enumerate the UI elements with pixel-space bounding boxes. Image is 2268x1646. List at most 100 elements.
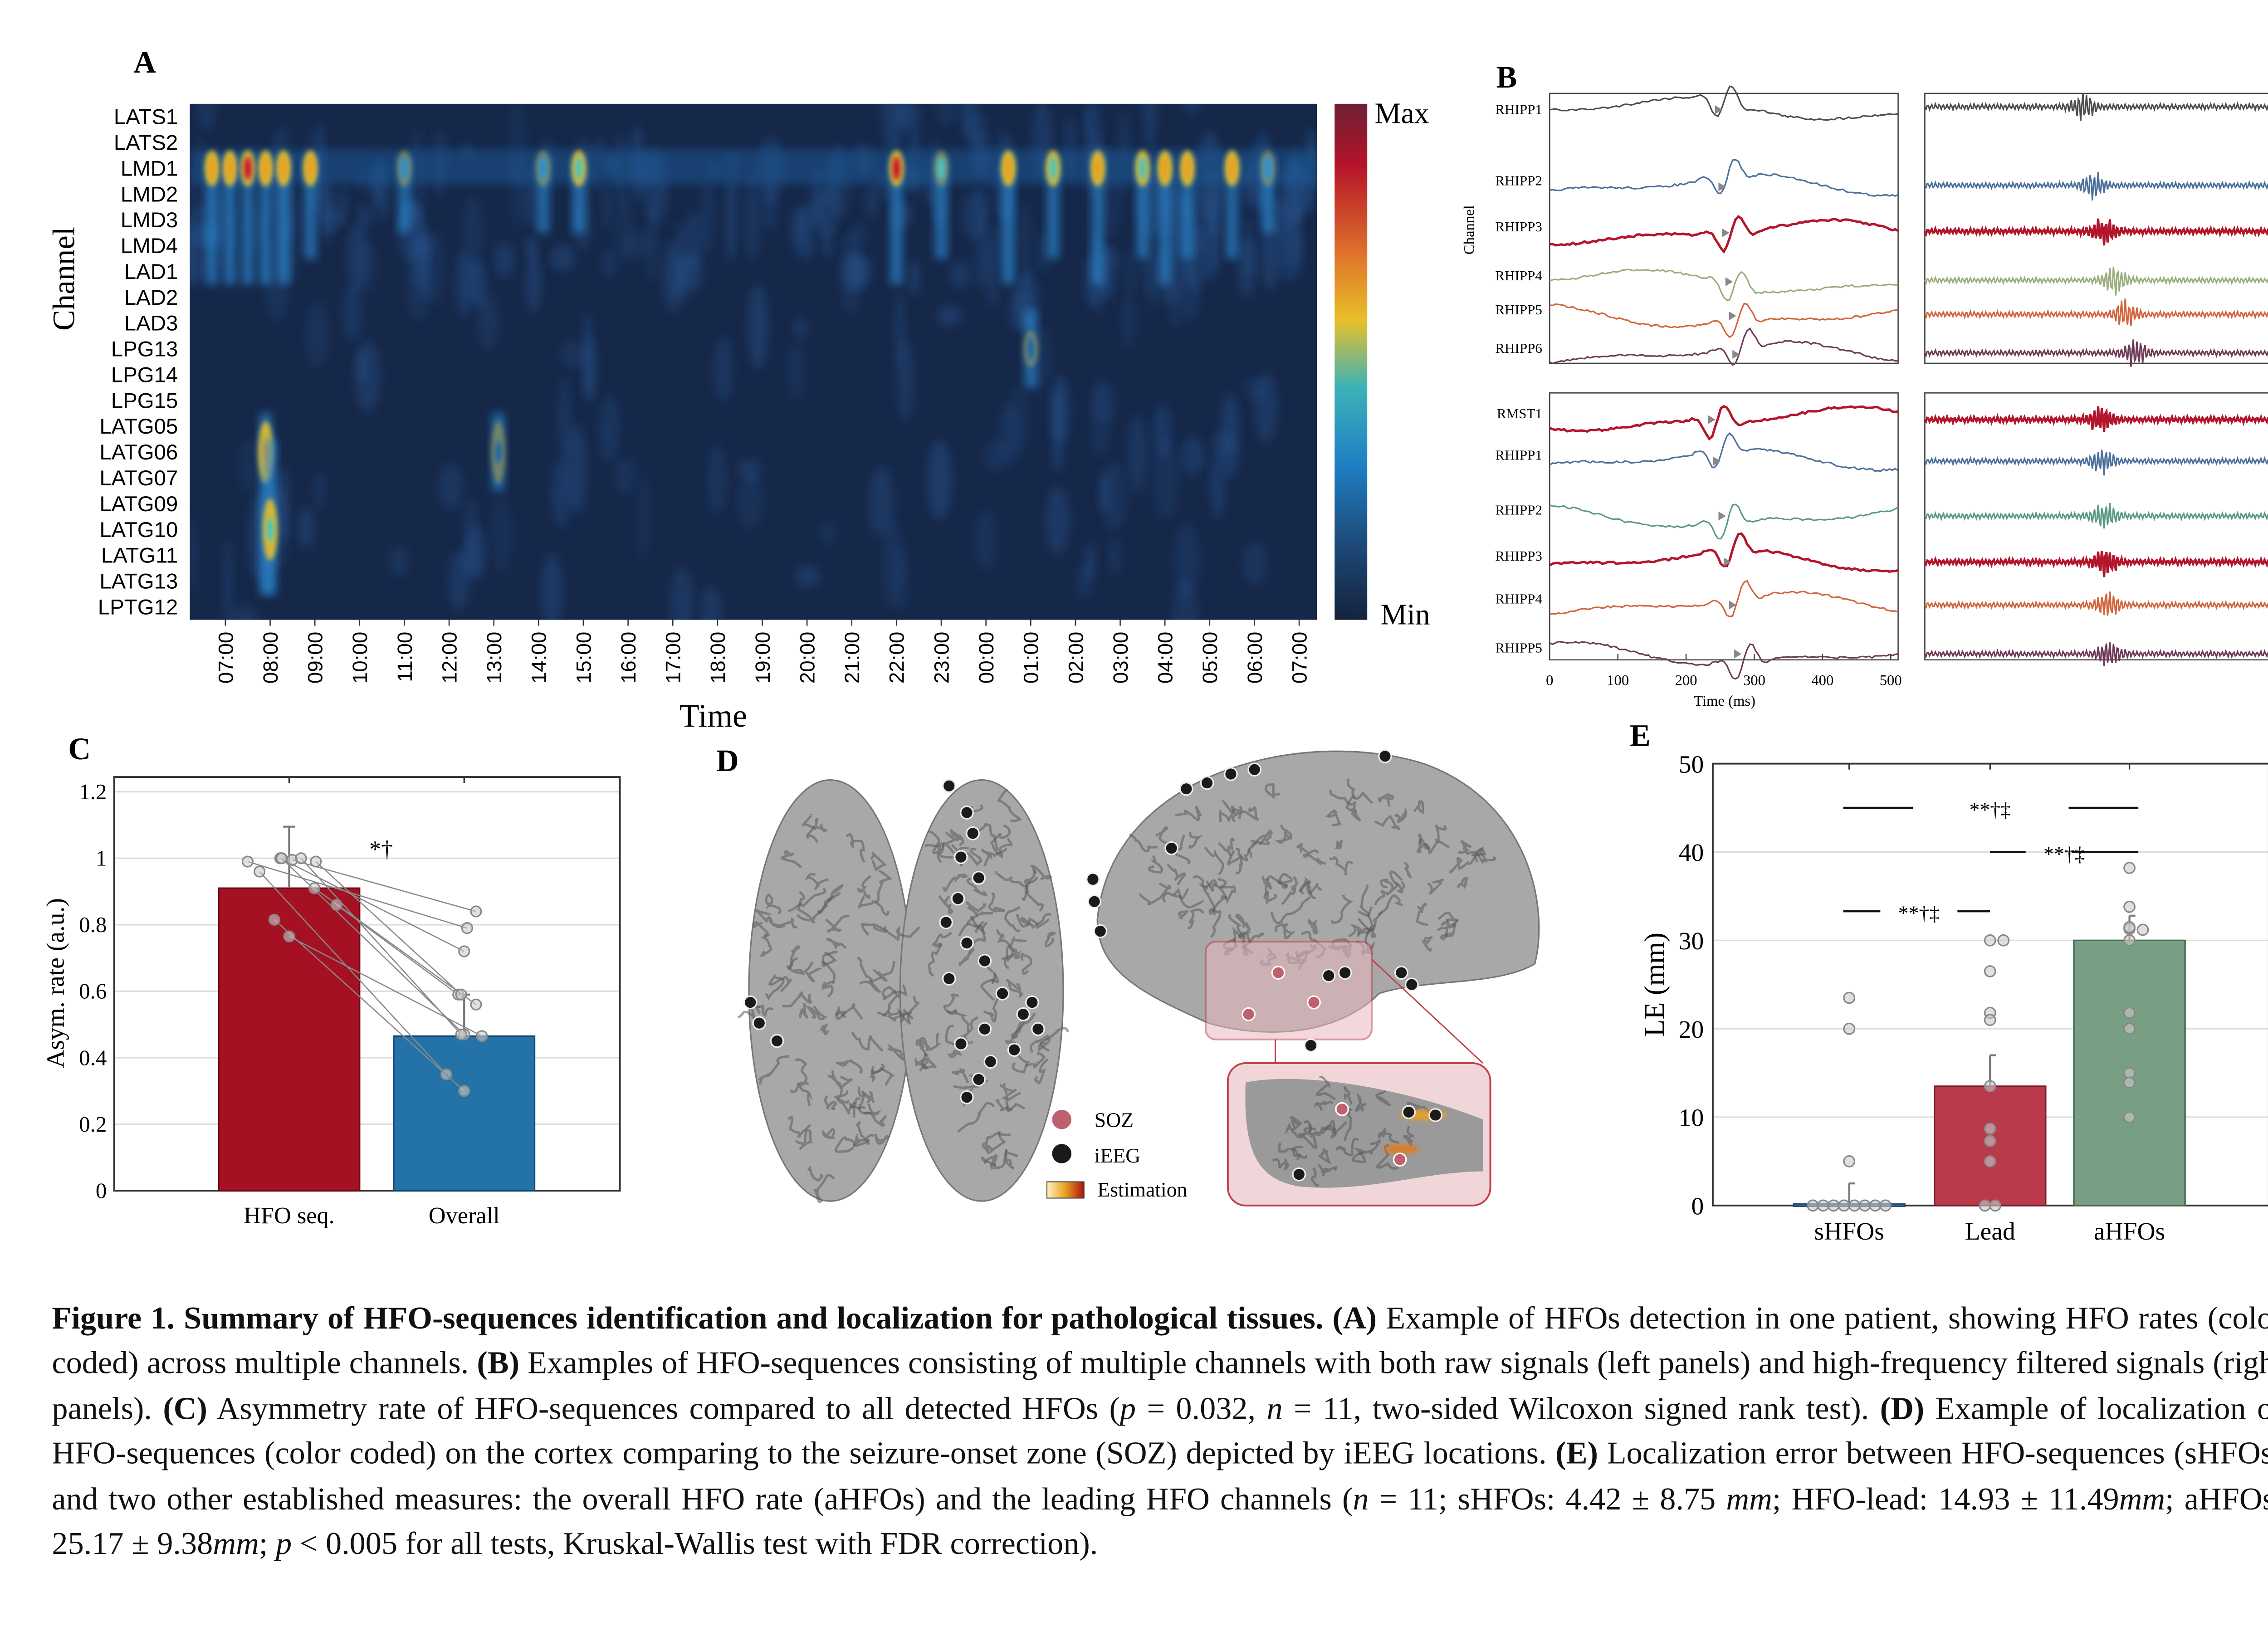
ieeg-electrode [1428,1108,1442,1122]
data-point [458,1085,470,1097]
heatmap-texture [1051,374,1070,444]
heatmap-texture [725,172,738,261]
heatmap-hotspot-core [494,440,502,464]
trace-panel-frame [1924,392,2268,661]
heatmap-hotspot-core [1094,156,1102,180]
gyrus-texture [1315,1075,1336,1100]
gyrus-texture [1261,875,1288,889]
soz-electrode [1393,1153,1407,1167]
gyrus-texture [947,1009,970,1032]
gyrus-texture [951,1068,969,1084]
category-label: Lead [1965,1217,2015,1245]
gyrus-texture [819,1023,831,1035]
heatmap-texture [1076,565,1093,598]
filtered-trace [1924,298,2268,326]
paired-line [288,936,483,1037]
gyrus-texture [759,933,772,957]
gyrus-texture [851,1031,884,1052]
gyrus-texture [825,914,850,933]
data-point [1879,1199,1892,1212]
channel-label: LAD3 [124,312,178,336]
filtered-trace [1924,503,2268,529]
brain-right-hemisphere [899,779,1064,1202]
gyrus-texture [1204,846,1224,875]
ieeg-electrode [1338,966,1352,980]
heatmap-texture [438,464,463,510]
heatmap-texture [1122,249,1138,295]
ieeg-electrode [743,995,758,1010]
heatmap-hotspot-core [226,156,234,180]
event-marker-icon [1718,511,1726,521]
gyrus-texture [988,892,1006,913]
gyrus-texture [787,1116,811,1138]
gyrus-texture [881,986,900,1017]
gyrus-texture [788,887,826,912]
gyrus-texture [856,1121,873,1146]
gyrus-texture [822,1128,836,1139]
raw-trace [1549,85,1898,121]
gyrus-texture [1139,882,1171,906]
channel-label: LMD4 [121,234,178,258]
data-point [470,905,482,918]
soz-electrode [1271,966,1286,980]
caption-segment: (C) [163,1390,207,1426]
gyrus-texture [803,961,822,983]
ieeg-electrode [942,972,956,986]
gyrus-texture [753,921,769,937]
heatmap-texture [598,395,620,463]
heatmap-texture [494,242,515,277]
heatmap-texture [1261,218,1281,290]
channel-label: RHIPP1 [1495,102,1542,117]
data-point [1979,1199,1991,1212]
paired-line [280,858,464,952]
colorbar [1334,103,1368,620]
data-point [276,852,288,865]
heatmap-texture [1122,293,1136,348]
brain-legend: SOZ iEEG Estimation [1046,1109,1188,1201]
ieeg-electrode [960,1090,974,1104]
data-point [476,1030,488,1042]
heatmap-texture [998,403,1020,465]
gyrus-texture [827,1070,841,1087]
ieeg-electrode [1016,1007,1031,1021]
heatmap-hotspot-core [1049,156,1057,180]
ieeg-electrode [978,954,992,968]
gyrus-texture [861,1090,875,1104]
data-point [2136,923,2149,936]
caption-segment: Example of localization of HFO-sequences… [52,1390,2268,1471]
gyrus-texture [942,874,968,892]
gyrus-texture [758,1055,789,1085]
filtered-trace [1924,591,2268,616]
gyrus-texture [994,871,1028,888]
traces-xlabel: Time (ms) [1694,693,1755,709]
x-tick-label: 500 [1880,672,1902,689]
caption-segment: mm [1726,1480,1772,1517]
gyrus-texture [1178,909,1188,920]
data-point [295,852,307,865]
time-tick-label: 19:00 [751,632,774,684]
ieeg-electrode [1200,776,1214,790]
gyrus-texture [1192,875,1218,888]
gyrus-texture [834,1010,846,1019]
heatmap-texture [356,204,372,230]
gyrus-texture [1228,914,1252,944]
raw-trace [1549,159,1899,197]
heatmap-texture [1210,450,1225,519]
heatmap-texture [541,554,563,620]
gyrus-texture [1227,850,1243,874]
gyrus-texture [833,1075,853,1099]
channel-label: LATG10 [99,518,178,542]
gyrus-texture [1374,815,1400,830]
soz-legend-label: SOZ [1095,1109,1134,1132]
raw-trace [1549,580,1899,618]
gyrus-texture [1270,896,1311,924]
data-point [461,922,473,934]
gyrus-texture [919,1032,942,1051]
gyrus-texture [1175,806,1202,821]
gyrus-texture [1238,806,1259,821]
y-tick-label: 0.2 [79,1112,107,1137]
gyrus-texture [1343,1085,1353,1105]
event-marker-icon [1715,105,1723,114]
gyrus-texture [887,1010,912,1025]
heatmap-texture [821,523,834,545]
